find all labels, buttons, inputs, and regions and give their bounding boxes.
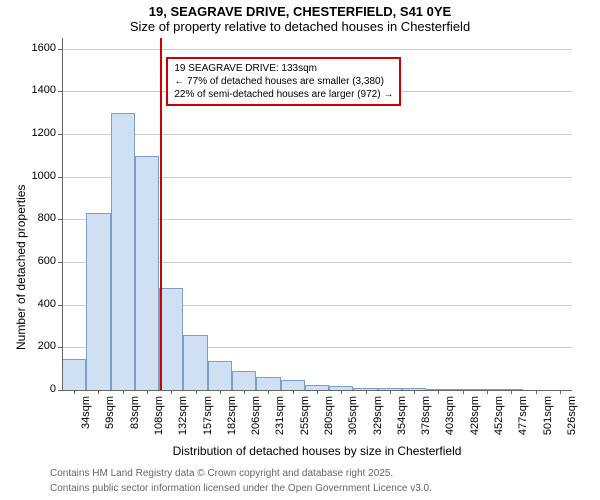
- x-tick-label: 329sqm: [372, 396, 384, 444]
- x-tick-label: 452sqm: [493, 396, 505, 444]
- x-axis-label: Distribution of detached houses by size …: [62, 444, 572, 458]
- gridline: [62, 49, 572, 50]
- histogram-bar: [256, 377, 280, 390]
- property-size-chart: 19, SEAGRAVE DRIVE, CHESTERFIELD, S41 0Y…: [0, 0, 600, 500]
- annotation-line2: ← 77% of detached houses are smaller (3,…: [174, 75, 393, 88]
- x-tick-label: 280sqm: [323, 396, 335, 444]
- chart-footer: Contains HM Land Registry data © Crown c…: [0, 464, 432, 494]
- chart-title-line2: Size of property relative to detached ho…: [0, 19, 600, 34]
- y-tick-label: 1200: [20, 127, 56, 139]
- plot-area: 0200400600800100012001400160034sqm59sqm8…: [62, 38, 572, 390]
- x-tick-label: 59sqm: [104, 396, 116, 444]
- y-tick-label: 1600: [20, 42, 56, 54]
- annotation-box: 19 SEAGRAVE DRIVE: 133sqm← 77% of detach…: [166, 57, 401, 106]
- chart-title-line1: 19, SEAGRAVE DRIVE, CHESTERFIELD, S41 0Y…: [0, 0, 600, 19]
- x-tick-label: 182sqm: [226, 396, 238, 444]
- y-tick-label: 1400: [20, 84, 56, 96]
- x-tick-label: 157sqm: [202, 396, 214, 444]
- x-tick-label: 305sqm: [347, 396, 359, 444]
- x-tick-label: 132sqm: [177, 396, 189, 444]
- x-tick-label: 403sqm: [444, 396, 456, 444]
- y-tick-label: 1000: [20, 170, 56, 182]
- x-tick-label: 231sqm: [274, 396, 286, 444]
- annotation-line1: 19 SEAGRAVE DRIVE: 133sqm: [174, 62, 393, 75]
- x-tick-label: 108sqm: [153, 396, 165, 444]
- y-axis-line: [62, 38, 63, 390]
- footer-line1: Contains HM Land Registry data © Crown c…: [50, 468, 432, 479]
- gridline: [62, 134, 572, 135]
- annotation-line3: 22% of semi-detached houses are larger (…: [174, 88, 393, 101]
- x-tick-label: 34sqm: [80, 396, 92, 444]
- y-axis-label: Number of detached properties: [14, 185, 28, 350]
- histogram-bar: [135, 156, 159, 390]
- x-tick-label: 526sqm: [566, 396, 578, 444]
- x-tick-label: 354sqm: [396, 396, 408, 444]
- histogram-bar: [86, 213, 110, 390]
- histogram-bar: [111, 113, 135, 390]
- x-tick-label: 477sqm: [517, 396, 529, 444]
- x-axis-line: [62, 390, 572, 391]
- x-tick-label: 428sqm: [469, 396, 481, 444]
- x-tick-label: 255sqm: [299, 396, 311, 444]
- histogram-bar: [208, 361, 232, 390]
- y-tick-label: 0: [20, 383, 56, 395]
- histogram-bar: [281, 380, 305, 390]
- x-tick-label: 501sqm: [542, 396, 554, 444]
- property-marker-line: [160, 38, 162, 390]
- footer-line2: Contains public sector information licen…: [50, 483, 432, 494]
- histogram-bar: [159, 288, 183, 390]
- x-tick-label: 83sqm: [129, 396, 141, 444]
- x-tick-label: 378sqm: [420, 396, 432, 444]
- histogram-bar: [62, 359, 86, 390]
- histogram-bar: [232, 371, 256, 390]
- histogram-bar: [183, 335, 207, 390]
- x-tick-label: 206sqm: [250, 396, 262, 444]
